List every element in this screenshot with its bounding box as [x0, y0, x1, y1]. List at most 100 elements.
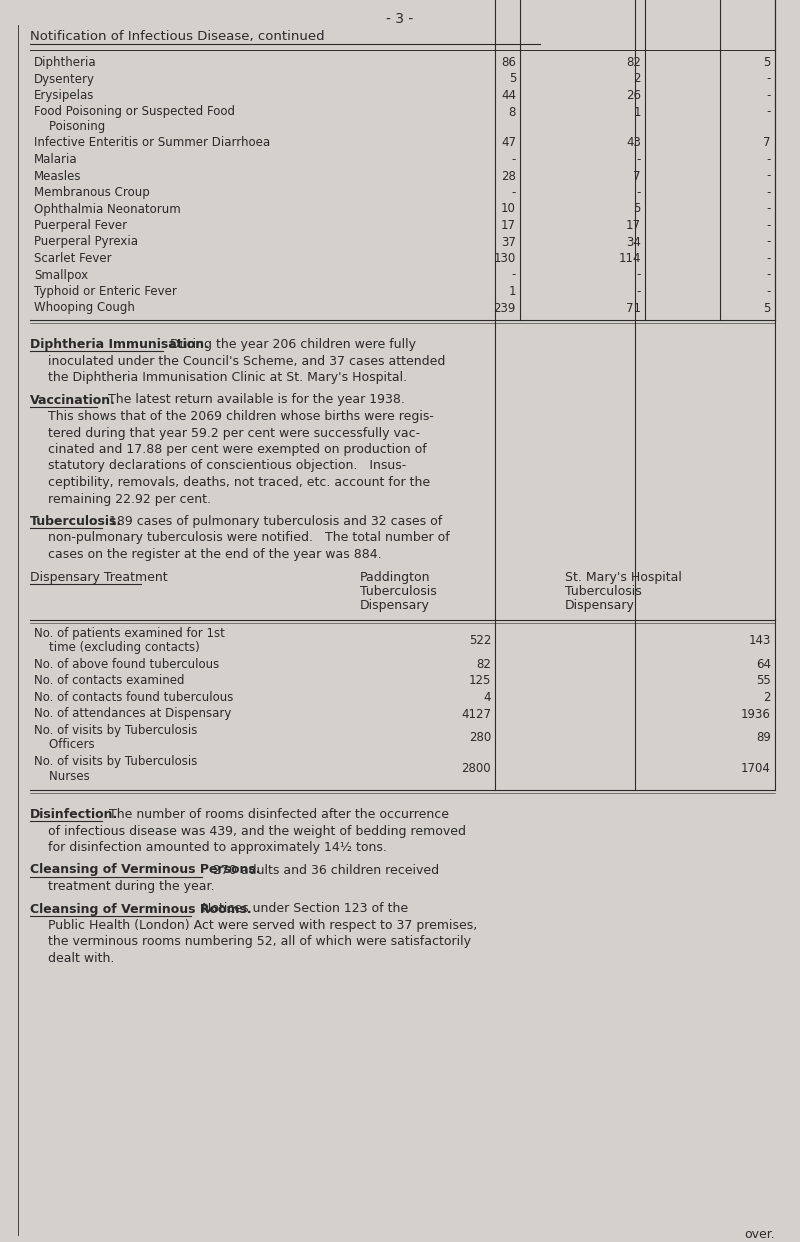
Text: 270 adults and 36 children received: 270 adults and 36 children received — [205, 863, 439, 877]
Text: 37: 37 — [501, 236, 516, 248]
Text: treatment during the year.: treatment during the year. — [48, 881, 214, 893]
Text: of infectious disease was 439, and the weight of bedding removed: of infectious disease was 439, and the w… — [48, 825, 466, 837]
Text: -: - — [766, 89, 771, 102]
Text: Malaria: Malaria — [34, 153, 78, 166]
Text: Paddington: Paddington — [360, 570, 430, 584]
Text: Nurses: Nurses — [34, 770, 90, 782]
Text: -: - — [766, 252, 771, 265]
Text: 189 cases of pulmonary tuberculosis and 32 cases of: 189 cases of pulmonary tuberculosis and … — [105, 515, 442, 528]
Text: 114: 114 — [618, 252, 641, 265]
Text: Cleansing of Verminous Persons.: Cleansing of Verminous Persons. — [30, 863, 261, 877]
Text: Ophthalmia Neonatorum: Ophthalmia Neonatorum — [34, 202, 181, 216]
Text: 5: 5 — [764, 56, 771, 70]
Text: Tuberculosis: Tuberculosis — [360, 585, 437, 597]
Text: No. of visits by Tuberculosis: No. of visits by Tuberculosis — [34, 724, 198, 737]
Text: -: - — [766, 236, 771, 248]
Text: Membranous Croup: Membranous Croup — [34, 186, 150, 199]
Text: 2: 2 — [634, 72, 641, 86]
Text: 47: 47 — [501, 137, 516, 149]
Text: Public Health (London) Act were served with respect to 37 premises,: Public Health (London) Act were served w… — [48, 919, 478, 932]
Text: 2800: 2800 — [462, 763, 491, 775]
Text: 4127: 4127 — [461, 708, 491, 720]
Text: 44: 44 — [501, 89, 516, 102]
Text: 4: 4 — [483, 691, 491, 704]
Text: inoculated under the Council's Scheme, and 37 cases attended: inoculated under the Council's Scheme, a… — [48, 354, 446, 368]
Text: cinated and 17.88 per cent were exempted on production of: cinated and 17.88 per cent were exempted… — [48, 443, 426, 456]
Text: -: - — [637, 186, 641, 199]
Text: Cleansing of Verminous Rooms.: Cleansing of Verminous Rooms. — [30, 903, 252, 915]
Text: non-pulmonary tuberculosis were notified.   The total number of: non-pulmonary tuberculosis were notified… — [48, 532, 450, 544]
Text: -: - — [512, 153, 516, 166]
Text: 43: 43 — [626, 137, 641, 149]
Text: cases on the register at the end of the year was 884.: cases on the register at the end of the … — [48, 548, 382, 561]
Text: Diphtheria Immunisation.: Diphtheria Immunisation. — [30, 338, 209, 351]
Text: Infective Enteritis or Summer Diarrhoea: Infective Enteritis or Summer Diarrhoea — [34, 137, 270, 149]
Text: 64: 64 — [756, 658, 771, 671]
Text: No. of contacts examined: No. of contacts examined — [34, 674, 185, 688]
Text: over.: over. — [744, 1228, 775, 1241]
Text: Poisoning: Poisoning — [34, 120, 106, 133]
Text: for disinfection amounted to approximately 14½ tons.: for disinfection amounted to approximate… — [48, 841, 387, 854]
Text: 17: 17 — [501, 219, 516, 232]
Text: Food Poisoning or Suspected Food: Food Poisoning or Suspected Food — [34, 106, 235, 118]
Text: 239: 239 — [494, 302, 516, 314]
Text: 2: 2 — [763, 691, 771, 704]
Text: St. Mary's Hospital: St. Mary's Hospital — [565, 570, 682, 584]
Text: 1: 1 — [509, 284, 516, 298]
Text: Notices under Section 123 of the: Notices under Section 123 of the — [194, 903, 408, 915]
Text: Diphtheria: Diphtheria — [34, 56, 97, 70]
Text: -: - — [766, 169, 771, 183]
Text: 7: 7 — [763, 137, 771, 149]
Text: Puerperal Fever: Puerperal Fever — [34, 219, 127, 232]
Text: 1936: 1936 — [741, 708, 771, 720]
Text: Puerperal Pyrexia: Puerperal Pyrexia — [34, 236, 138, 248]
Text: 8: 8 — [509, 106, 516, 118]
Text: The number of rooms disinfected after the occurrence: The number of rooms disinfected after th… — [105, 809, 449, 821]
Text: No. of visits by Tuberculosis: No. of visits by Tuberculosis — [34, 755, 198, 768]
Text: 34: 34 — [626, 236, 641, 248]
Text: 71: 71 — [626, 302, 641, 314]
Text: 5: 5 — [509, 72, 516, 86]
Text: statutory declarations of conscientious objection.   Insus-: statutory declarations of conscientious … — [48, 460, 406, 472]
Text: 86: 86 — [501, 56, 516, 70]
Text: 7: 7 — [634, 169, 641, 183]
Text: the verminous rooms numbering 52, all of which were satisfactorily: the verminous rooms numbering 52, all of… — [48, 935, 471, 949]
Text: No. of contacts found tuberculous: No. of contacts found tuberculous — [34, 691, 234, 704]
Text: 522: 522 — [469, 635, 491, 647]
Text: 1704: 1704 — [741, 763, 771, 775]
Text: This shows that of the 2069 children whose births were regis-: This shows that of the 2069 children who… — [48, 410, 434, 424]
Text: 26: 26 — [626, 89, 641, 102]
Text: The latest return available is for the year 1938.: The latest return available is for the y… — [99, 394, 405, 406]
Text: -: - — [512, 186, 516, 199]
Text: No. of above found tuberculous: No. of above found tuberculous — [34, 658, 219, 671]
Text: -: - — [637, 268, 641, 282]
Text: 89: 89 — [756, 732, 771, 744]
Text: Scarlet Fever: Scarlet Fever — [34, 252, 112, 265]
Text: 55: 55 — [756, 674, 771, 688]
Text: -: - — [766, 186, 771, 199]
Text: Dysentery: Dysentery — [34, 72, 95, 86]
Text: 130: 130 — [494, 252, 516, 265]
Text: No. of attendances at Dispensary: No. of attendances at Dispensary — [34, 708, 231, 720]
Text: Erysipelas: Erysipelas — [34, 89, 94, 102]
Text: -: - — [766, 202, 771, 216]
Text: tered during that year 59.2 per cent were successfully vac-: tered during that year 59.2 per cent wer… — [48, 426, 420, 440]
Text: -: - — [766, 72, 771, 86]
Text: 125: 125 — [469, 674, 491, 688]
Text: -: - — [512, 268, 516, 282]
Text: Tuberculosis: Tuberculosis — [565, 585, 642, 597]
Text: 5: 5 — [764, 302, 771, 314]
Text: Dispensary: Dispensary — [565, 600, 635, 612]
Text: -: - — [766, 284, 771, 298]
Text: 82: 82 — [626, 56, 641, 70]
Text: Disinfection.: Disinfection. — [30, 809, 118, 821]
Text: -: - — [766, 268, 771, 282]
Text: No. of patients examined for 1st: No. of patients examined for 1st — [34, 627, 225, 640]
Text: dealt with.: dealt with. — [48, 953, 114, 965]
Text: 82: 82 — [476, 658, 491, 671]
Text: the Diphtheria Immunisation Clinic at St. Mary's Hospital.: the Diphtheria Immunisation Clinic at St… — [48, 371, 407, 384]
Text: Dispensary Treatment: Dispensary Treatment — [30, 570, 168, 584]
Text: ceptibility, removals, deaths, not traced, etc. account for the: ceptibility, removals, deaths, not trace… — [48, 476, 430, 489]
Text: Dispensary: Dispensary — [360, 600, 430, 612]
Text: -: - — [637, 153, 641, 166]
